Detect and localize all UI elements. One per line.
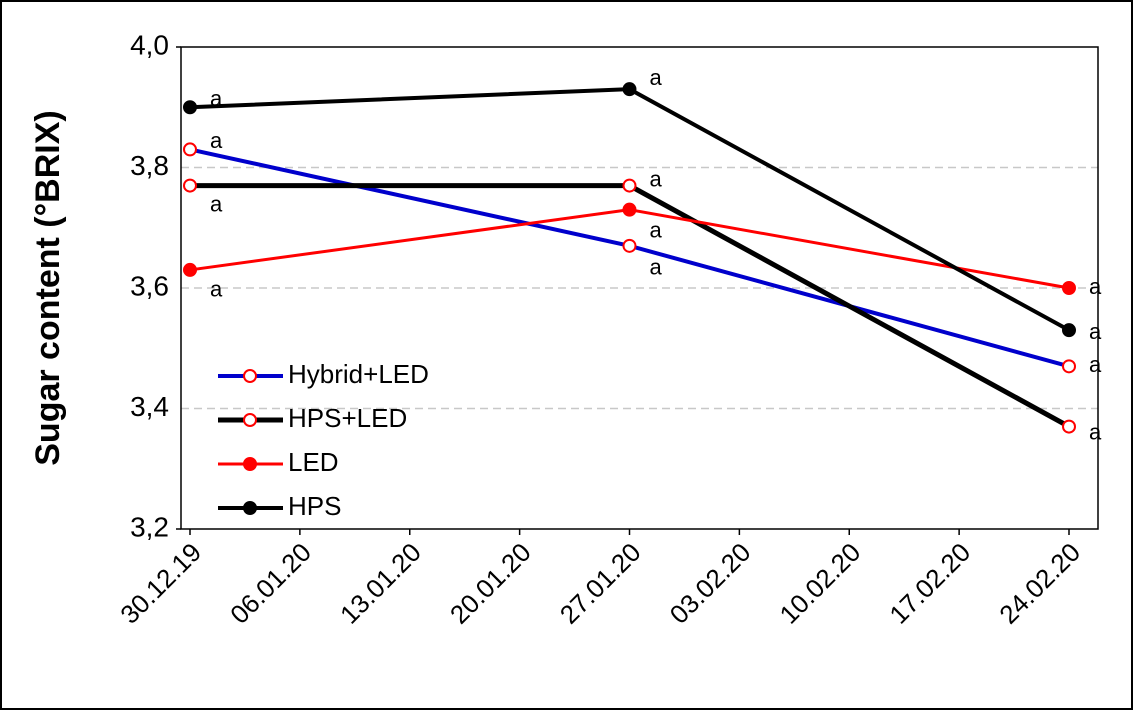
point-annotation: a <box>1089 419 1102 444</box>
legend-label: Hybrid+LED <box>288 359 429 389</box>
x-tick-label: 27.01.20 <box>554 537 647 630</box>
legend-label: HPS+LED <box>288 403 407 433</box>
x-tick-label: 24.02.20 <box>993 537 1086 630</box>
y-tick-label: 3,2 <box>130 511 169 542</box>
x-tick-label: 20.01.20 <box>444 537 537 630</box>
x-tick-label: 06.01.20 <box>224 537 317 630</box>
y-axis-label: Sugar content (°BRIX) <box>29 110 67 466</box>
data-point <box>1062 419 1076 434</box>
series-line <box>190 183 1071 429</box>
legend-marker <box>243 501 257 515</box>
point-annotation: a <box>1089 319 1102 344</box>
point-annotation: a <box>210 86 223 111</box>
point-annotation: a <box>650 65 663 90</box>
y-tick-label: 3,4 <box>130 391 169 422</box>
point-annotation: a <box>1089 352 1102 377</box>
x-tick-label: 13.01.20 <box>334 537 427 630</box>
data-point <box>183 142 197 157</box>
data-point <box>1062 281 1076 295</box>
y-tick-label: 4,0 <box>130 29 169 60</box>
point-annotation: a <box>650 166 663 191</box>
point-annotation: a <box>1089 274 1102 299</box>
legend-label: HPS <box>288 491 341 521</box>
data-point <box>183 178 197 193</box>
x-tick-label: 10.02.20 <box>774 537 867 630</box>
x-tick-label: 30.12.19 <box>114 537 207 630</box>
point-annotation: a <box>650 255 663 280</box>
point-annotation: a <box>650 217 663 242</box>
legend-marker <box>243 413 257 427</box>
data-point <box>622 178 637 193</box>
x-tick-label: 17.02.20 <box>883 537 976 630</box>
point-annotation: a <box>210 191 223 216</box>
data-point <box>183 100 197 115</box>
legend-marker <box>243 457 257 471</box>
y-tick-label: 3,6 <box>130 270 169 301</box>
point-annotation: a <box>210 128 223 153</box>
data-point <box>622 238 637 253</box>
data-point <box>1062 323 1076 338</box>
data-point <box>622 202 637 217</box>
legend-label: LED <box>288 447 339 477</box>
y-tick-label: 3,8 <box>130 150 169 181</box>
data-point <box>183 262 197 277</box>
plot-area <box>180 46 1099 530</box>
legend-marker <box>243 369 257 383</box>
data-point <box>1062 359 1076 374</box>
data-point <box>622 82 637 97</box>
x-tick-label: 03.02.20 <box>664 537 757 630</box>
point-annotation: a <box>210 277 223 302</box>
